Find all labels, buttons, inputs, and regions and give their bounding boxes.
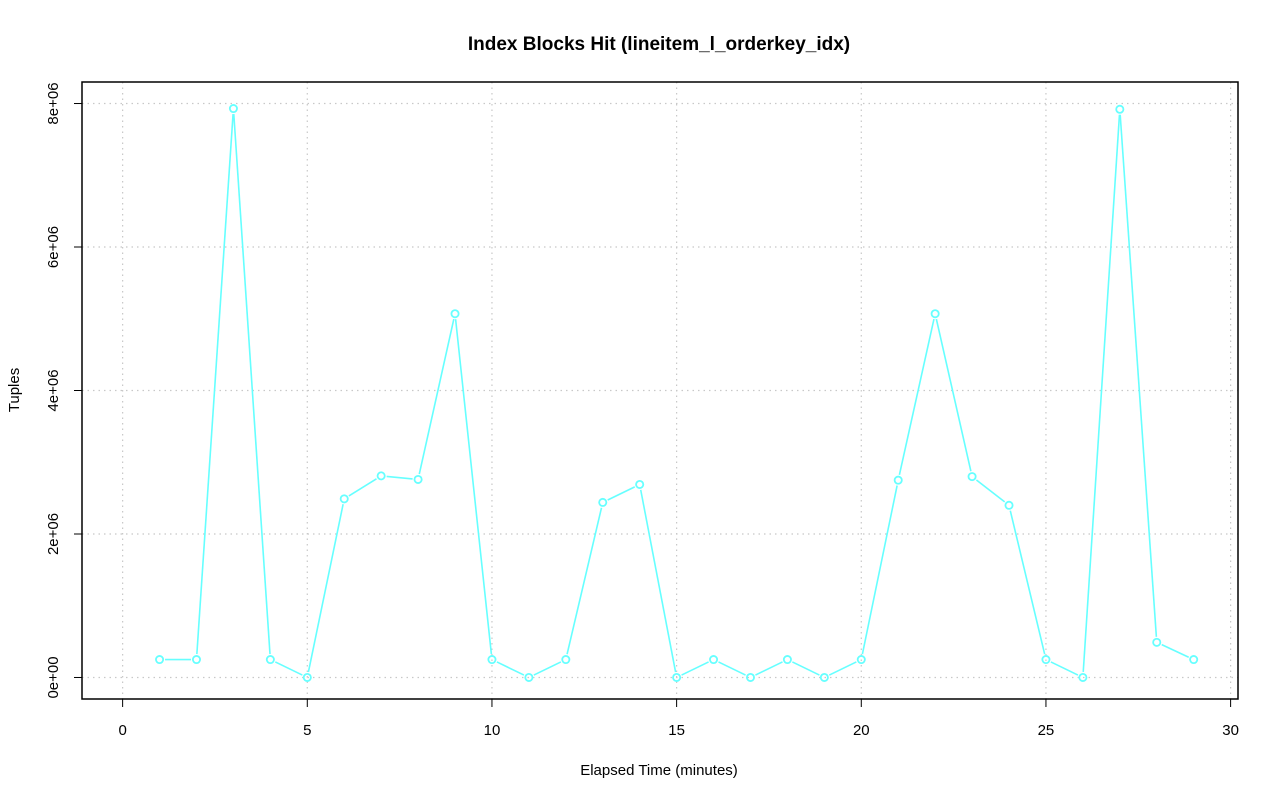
series-line-segment: [307, 504, 344, 673]
y-tick-label: 4e+06: [45, 369, 62, 411]
y-tick-label: 6e+06: [45, 226, 62, 268]
data-point: [339, 494, 349, 504]
y-tick-label: 2e+06: [45, 513, 62, 555]
series-line-segment: [607, 486, 636, 501]
x-tick-label: 10: [484, 722, 501, 739]
y-axis-label: Tuples: [6, 368, 23, 412]
data-point: [191, 655, 201, 665]
x-axis-label: Elapsed Time (minutes): [580, 762, 738, 779]
x-tick-label: 25: [1038, 722, 1055, 739]
data-point: [1041, 655, 1051, 665]
data-point: [709, 655, 719, 665]
series-line-segment: [755, 661, 783, 676]
series-line-segment: [1161, 643, 1190, 658]
data-point: [635, 479, 645, 489]
series-line-segment: [935, 318, 972, 472]
series-line-segment: [348, 478, 377, 497]
data-point: [856, 655, 866, 665]
series-layer: [155, 104, 1199, 682]
data-point: [1115, 104, 1125, 114]
series-line-segment: [1119, 114, 1158, 637]
x-tick-label: 15: [668, 722, 685, 739]
data-point: [819, 672, 829, 682]
data-point: [1078, 672, 1088, 682]
series-line-segment: [274, 661, 303, 676]
series-line-segment: [898, 318, 935, 475]
y-tick-label: 8e+06: [45, 82, 62, 124]
series-line-segment: [533, 661, 562, 676]
chart-title: Index Blocks Hit (lineitem_l_orderkey_id…: [468, 34, 850, 55]
data-point: [745, 672, 755, 682]
series-line-segment: [196, 113, 234, 655]
data-point: [561, 655, 571, 665]
series-line-segment: [1082, 114, 1121, 673]
grid: [82, 82, 1238, 699]
series-line-segment: [792, 661, 820, 676]
y-tick-label: 0e+00: [45, 656, 62, 698]
x-tick-label: 5: [303, 722, 311, 739]
data-point: [376, 471, 386, 481]
data-point: [450, 309, 460, 319]
data-point: [598, 497, 608, 507]
series-line-segment: [496, 661, 525, 676]
series-line-segment: [1009, 510, 1046, 655]
x-tick-label: 30: [1222, 722, 1239, 739]
data-point: [155, 655, 165, 665]
data-point: [1004, 500, 1014, 510]
series-line-segment: [1050, 661, 1079, 676]
x-axis: 0 5 10 15 20 25 30: [118, 699, 1239, 739]
x-tick-label: 20: [853, 722, 870, 739]
series-line-segment: [861, 485, 898, 655]
data-point: [1152, 637, 1162, 647]
data-point: [265, 655, 275, 665]
data-point: [930, 309, 940, 319]
series-line-segment: [975, 479, 1006, 503]
data-point: [228, 104, 238, 114]
y-axis: 0e+00 2e+06 4e+06 6e+06 8e+06: [45, 82, 82, 699]
data-point: [524, 672, 534, 682]
data-point: [487, 655, 497, 665]
series-line-segment: [718, 661, 746, 676]
series-line-segment: [418, 318, 455, 475]
series-line-segment: [639, 489, 677, 673]
data-point: [672, 672, 682, 682]
series-line-segment: [386, 475, 413, 480]
data-point: [782, 655, 792, 665]
x-tick-label: 0: [118, 722, 126, 739]
data-point: [1189, 655, 1199, 665]
series-line-segment: [232, 113, 271, 655]
series-line-segment: [681, 661, 709, 676]
series-line-segment: [828, 661, 857, 676]
data-point: [302, 672, 312, 682]
data-point: [413, 474, 423, 484]
series-line-segment: [454, 319, 493, 655]
data-point: [967, 472, 977, 482]
data-point: [893, 475, 903, 485]
series-line-segment: [566, 507, 603, 655]
